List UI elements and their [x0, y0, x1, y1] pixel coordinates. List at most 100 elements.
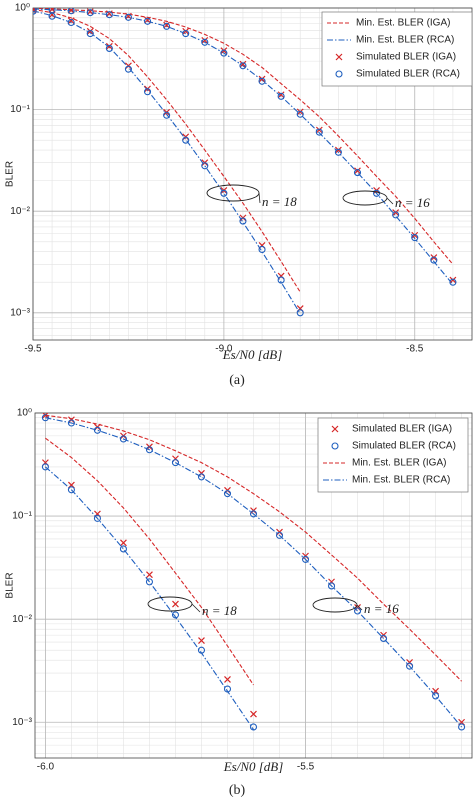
marker-circle	[86, 30, 94, 38]
marker-x	[277, 91, 285, 99]
marker-x	[220, 47, 228, 55]
y-tick-label: 10⁻³	[10, 307, 30, 318]
marker-circle	[430, 256, 438, 264]
marker-circle	[353, 607, 362, 615]
y-tick-label: 10⁰	[15, 3, 30, 14]
marker-circle	[277, 92, 285, 100]
legend-label: Simulated BLER (IGA)	[352, 424, 452, 435]
marker-circle	[458, 723, 466, 731]
marker-circle	[67, 18, 75, 27]
x-tick-label: -8.5	[406, 344, 424, 355]
marker-circle	[41, 463, 49, 471]
marker-circle	[392, 211, 400, 219]
series-line	[45, 437, 254, 686]
marker-x	[146, 571, 153, 579]
marker-x	[449, 276, 457, 284]
annotation: n = 16	[364, 601, 399, 616]
marker-x	[86, 27, 94, 35]
legend-swatch	[335, 70, 343, 78]
marker-circle	[145, 578, 154, 586]
series-layer	[41, 413, 466, 731]
marker-circle	[249, 510, 258, 518]
caption: (b)	[229, 783, 246, 798]
marker-circle	[220, 189, 228, 197]
series-line	[45, 417, 463, 728]
marker-circle	[163, 111, 171, 119]
marker-circle	[119, 545, 127, 553]
x-tick-label: -9.0	[215, 344, 233, 355]
marker-x	[67, 17, 75, 25]
marker-circle	[249, 723, 258, 731]
y-tick-label: 10⁻³	[12, 717, 32, 728]
annotation-leader	[386, 197, 394, 205]
marker-circle	[380, 634, 388, 643]
marker-x	[334, 146, 342, 154]
marker-circle	[41, 414, 49, 422]
marker-x	[120, 539, 127, 547]
marker-circle	[197, 473, 206, 481]
marker-circle	[124, 65, 132, 73]
annotation: n = 18	[262, 194, 297, 209]
marker-circle	[93, 426, 101, 434]
marker-x	[86, 8, 94, 16]
legend-label: Simulated BLER (RCA)	[356, 69, 460, 80]
marker-circle	[182, 136, 190, 144]
legend-swatch	[331, 442, 339, 450]
marker-circle	[406, 662, 414, 670]
marker-x	[201, 36, 209, 44]
y-axis-label: BLER	[5, 572, 16, 598]
chart: 10⁰ 10⁻¹ 10⁻² 10⁻³ -9.5 -9.0 -8.5 Min. Est. BLE…	[5, 3, 473, 388]
marker-circle	[373, 189, 381, 197]
y-axis-label: BLER	[5, 161, 16, 187]
series-line	[33, 8, 301, 293]
marker-x	[41, 413, 49, 419]
marker-circle	[105, 11, 113, 19]
marker-x	[163, 21, 171, 29]
marker-x	[105, 42, 113, 50]
marker-circle	[258, 245, 266, 254]
marker-x	[125, 12, 132, 20]
legend-label: Simulated BLER (IGA)	[356, 52, 456, 63]
marker-circle	[119, 435, 127, 443]
x-tick-label: -9.5	[24, 344, 42, 355]
marker-x	[105, 10, 113, 18]
x-tick-label: -6.0	[37, 762, 55, 773]
marker-circle	[301, 555, 310, 563]
marker-circle	[163, 22, 171, 30]
marker-x	[198, 637, 205, 644]
series-line	[33, 10, 301, 314]
legend-label: Min. Est. BLER (RCA)	[352, 475, 450, 486]
caption: (a)	[229, 373, 245, 388]
marker-circle	[93, 514, 101, 522]
marker-x	[250, 710, 257, 718]
marker-x	[392, 209, 400, 216]
marker-circle	[67, 486, 75, 494]
legend-box	[321, 11, 473, 87]
series-line	[45, 414, 462, 682]
marker-circle	[353, 169, 362, 177]
marker-x	[48, 8, 56, 13]
series-line	[33, 8, 454, 285]
marker-x	[296, 108, 304, 116]
chart: 10⁰ 10⁻¹ 10⁻² 10⁻³ -6.0 -5.5 Simulated BLER (I…	[5, 408, 473, 798]
legend-swatch	[331, 425, 339, 433]
marker-circle	[220, 49, 228, 57]
legend-swatch	[335, 53, 343, 61]
y-tick-label: 10⁻²	[10, 206, 30, 217]
plot-frame	[34, 412, 473, 759]
marker-circle	[327, 582, 336, 590]
marker-x	[33, 8, 37, 12]
marker-circle	[296, 309, 304, 317]
y-tick-label: 10⁻¹	[12, 511, 32, 522]
marker-x	[354, 167, 361, 175]
marker-x	[315, 126, 323, 134]
marker-circle	[67, 419, 75, 427]
legend-label: Simulated BLER (RCA)	[352, 441, 456, 452]
marker-circle	[296, 110, 304, 118]
legend-label: Min. Est. BLER (RCA)	[356, 35, 454, 46]
marker-circle	[86, 9, 94, 17]
marker-circle	[334, 148, 342, 156]
x-tick-label: -5.5	[297, 762, 315, 773]
marker-circle	[67, 8, 75, 15]
